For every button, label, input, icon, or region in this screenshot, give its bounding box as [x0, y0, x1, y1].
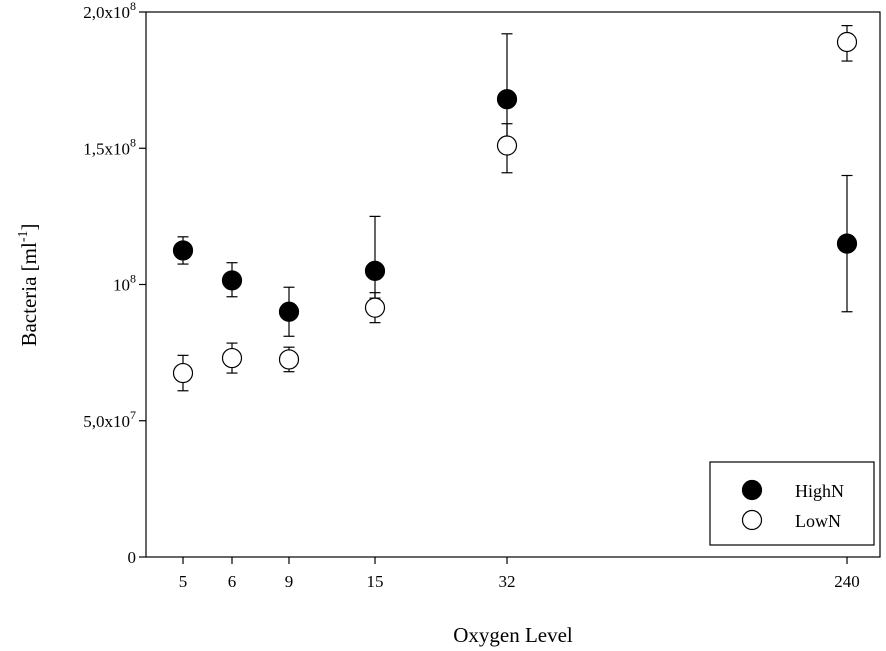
point-highn	[172, 240, 194, 261]
y-tick-label: 5,0x107	[83, 408, 136, 431]
point-lown	[496, 135, 518, 156]
point-highn	[496, 89, 518, 110]
x-tick-label: 6	[228, 572, 237, 591]
x-tick-label: 15	[367, 572, 384, 591]
x-tick-label: 5	[179, 572, 188, 591]
point-lown	[221, 347, 243, 369]
y-axis-title-end: ]	[17, 223, 41, 230]
y-tick-label: 1,5x108	[83, 135, 136, 158]
x-tick-label: 240	[834, 572, 860, 591]
y-tick-label: 0	[128, 548, 137, 567]
point-lown	[278, 349, 300, 370]
point-highn	[221, 270, 243, 291]
legend-label-lown: LowN	[795, 511, 841, 531]
legend-marker-lown	[741, 509, 763, 531]
x-tick-label: 32	[499, 572, 516, 591]
point-lown	[836, 31, 858, 53]
y-axis-title-base: Bacteria [ml	[17, 242, 41, 347]
legend-box	[709, 461, 875, 546]
y-tick-label: 108	[113, 272, 136, 295]
legend-label-highn: HighN	[795, 481, 844, 501]
point-highn	[364, 260, 386, 281]
x-tick-label: 9	[285, 572, 294, 591]
y-axis: 0 5,0x107 108 1,5x108 2,0x108	[83, 0, 146, 567]
y-tick-label: 2,0x108	[83, 0, 136, 22]
data-points	[172, 31, 858, 384]
y-axis-title-superscript: -1	[16, 230, 31, 242]
point-lown	[172, 362, 194, 384]
error-bars	[177, 25, 853, 392]
legend: HighN LowN	[709, 461, 875, 546]
point-lown	[364, 297, 386, 318]
point-highn	[278, 301, 300, 322]
y-axis-title: Bacteria [ml-1]	[16, 223, 41, 346]
legend-marker-highn	[741, 479, 763, 501]
point-highn	[836, 233, 858, 254]
x-axis-title: Oxygen Level	[453, 623, 573, 647]
x-axis: 5 6 9 15 32 240	[179, 557, 860, 591]
